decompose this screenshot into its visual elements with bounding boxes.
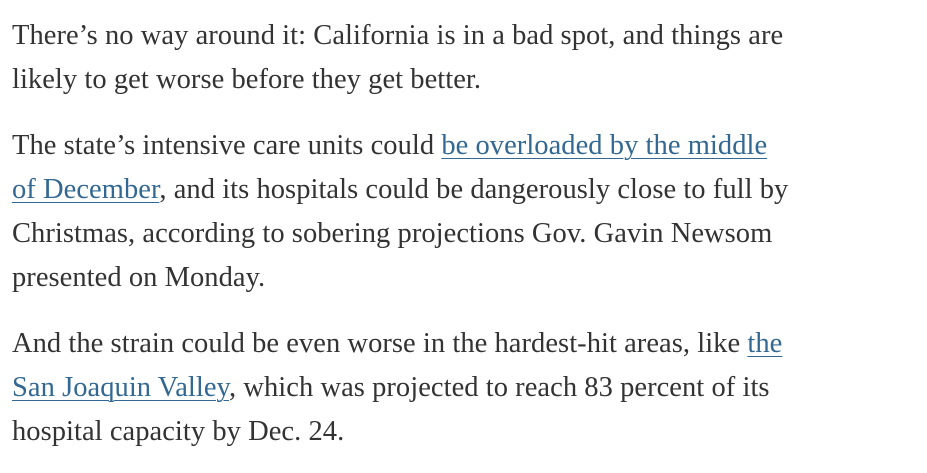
paragraph-1-line-2: likely to get worse before they get bett… [12, 64, 482, 95]
paragraph-2-line-2-text: , and its hospitals could be dangerously… [159, 174, 789, 205]
paragraph-3-line-1: And the strain could be even worse in th… [12, 322, 912, 366]
paragraph-2-line-3: Christmas, according to sobering project… [12, 218, 773, 249]
paragraph-3-line-2-text: , which was projected to reach 83 percen… [229, 372, 770, 403]
paragraph-2: The state’s intensive care units could b… [12, 124, 912, 300]
paragraph-3-line-1-text: And the strain could be even worse in th… [12, 328, 748, 359]
paragraph-2-line-1-text: The state’s intensive care units could [12, 130, 442, 161]
paragraph-1: There’s no way around it: California is … [12, 14, 912, 102]
paragraph-3-line-2: San Joaquin Valley, which was projected … [12, 366, 912, 410]
paragraph-2-line-1: The state’s intensive care units could b… [12, 124, 912, 168]
icu-overload-link[interactable]: be overloaded by the middle [441, 130, 768, 161]
icu-overload-link-continued[interactable]: of December [12, 174, 160, 205]
san-joaquin-valley-link-continued[interactable]: San Joaquin Valley [12, 372, 230, 403]
paragraph-2-line-2: of December, and its hospitals could be … [12, 168, 912, 212]
san-joaquin-valley-link[interactable]: the [747, 328, 783, 359]
paragraph-1-line-1: There’s no way around it: California is … [12, 20, 784, 51]
paragraph-3-line-3: hospital capacity by Dec. 24. [12, 416, 345, 447]
paragraph-2-line-4: presented on Monday. [12, 262, 266, 293]
paragraph-3: And the strain could be even worse in th… [12, 322, 912, 454]
